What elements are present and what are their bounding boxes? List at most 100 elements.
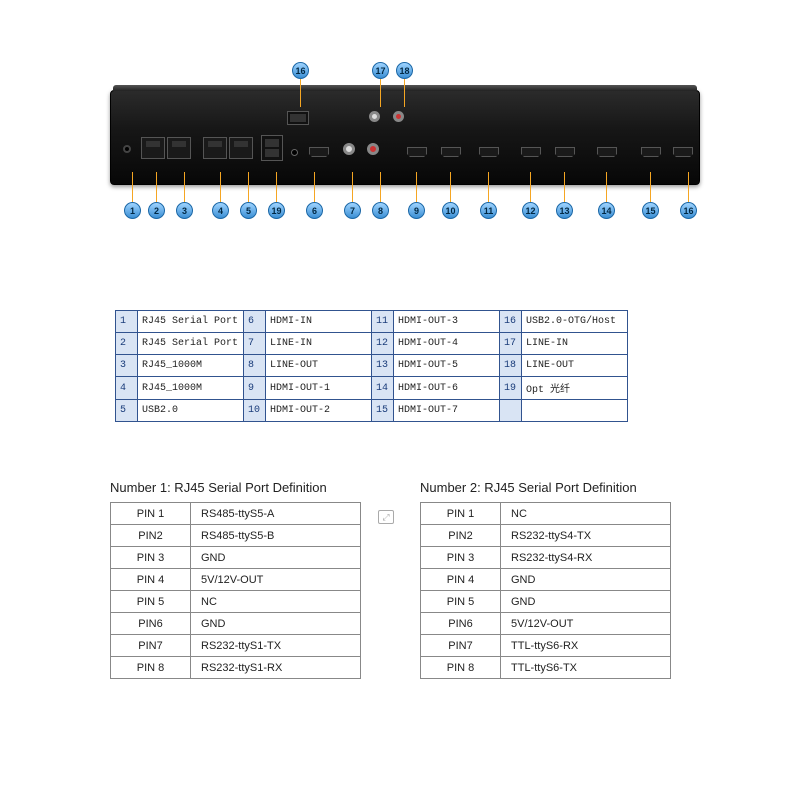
port-label-6: HDMI-IN	[266, 311, 372, 333]
port-num-7: 7	[244, 333, 266, 355]
port-label-7: LINE-IN	[266, 333, 372, 355]
pin-1-6-name: PIN6	[111, 613, 191, 635]
port-label-19: Opt 光纤	[522, 377, 628, 400]
callout-lead-8	[380, 172, 381, 202]
callout-lead-11	[488, 172, 489, 202]
pin-1-5-name: PIN 5	[111, 591, 191, 613]
callout-16: 16	[680, 202, 697, 219]
callout-19: 19	[268, 202, 285, 219]
port-rj45-4	[229, 137, 253, 159]
port-label-2: RJ45 Serial Port	[138, 333, 244, 355]
port-num-18: 18	[500, 355, 522, 377]
port-num-13: 13	[372, 355, 394, 377]
port-hdmi-8	[673, 147, 693, 157]
port-num-5: 5	[116, 400, 138, 422]
callout-8: 8	[372, 202, 389, 219]
port-hdmi-3	[479, 147, 499, 157]
pin-table-2: PIN 1NCPIN2RS232-ttyS4-TXPIN 3RS232-ttyS…	[420, 502, 671, 679]
port-label-3: RJ45_1000M	[138, 355, 244, 377]
pin-2-3-def: RS232-ttyS4-RX	[501, 547, 671, 569]
port-line-out-b	[367, 143, 379, 155]
port-line-in-t	[369, 111, 380, 122]
pin-1-4-def: 5V/12V-OUT	[191, 569, 361, 591]
port-label-15: HDMI-OUT-7	[394, 400, 500, 422]
callout-15: 15	[642, 202, 659, 219]
pin-1-1-name: PIN 1	[111, 503, 191, 525]
callout-1: 1	[124, 202, 141, 219]
callout-12: 12	[522, 202, 539, 219]
port-label-13: HDMI-OUT-5	[394, 355, 500, 377]
port-label-12: HDMI-OUT-4	[394, 333, 500, 355]
port-num-12: 12	[372, 333, 394, 355]
port-label-17: LINE-IN	[522, 333, 628, 355]
callout-lead-19	[276, 172, 277, 202]
pin-1-3-def: GND	[191, 547, 361, 569]
port-label-20	[522, 400, 628, 422]
pin-table-title-2: Number 2: RJ45 Serial Port Definition	[420, 480, 637, 495]
callout-10: 10	[442, 202, 459, 219]
port-num-17: 17	[500, 333, 522, 355]
pin-1-7-name: PIN7	[111, 635, 191, 657]
callout-7: 7	[344, 202, 361, 219]
callout-3: 3	[176, 202, 193, 219]
port-label-10: HDMI-OUT-2	[266, 400, 372, 422]
port-usb-top	[287, 111, 309, 125]
callout-lead-13	[564, 172, 565, 202]
port-label-14: HDMI-OUT-6	[394, 377, 500, 400]
port-hdmi-2	[441, 147, 461, 157]
callout-lead-9	[416, 172, 417, 202]
callout-6: 6	[306, 202, 323, 219]
callout-lead-18	[404, 79, 405, 107]
port-hdmi-1	[407, 147, 427, 157]
pin-2-8-def: TTL-ttyS6-TX	[501, 657, 671, 679]
pin-1-5-def: NC	[191, 591, 361, 613]
port-definition-table: 1RJ45 Serial Port6HDMI-IN11HDMI-OUT-316U…	[115, 310, 628, 422]
callout-17: 17	[372, 62, 389, 79]
pin-2-5-name: PIN 5	[421, 591, 501, 613]
callout-13: 13	[556, 202, 573, 219]
callout-lead-7	[352, 172, 353, 202]
pin-2-3-name: PIN 3	[421, 547, 501, 569]
callout-lead-10	[450, 172, 451, 202]
pin-1-8-def: RS232-ttyS1-RX	[191, 657, 361, 679]
port-num-2: 2	[116, 333, 138, 355]
pin-1-4-name: PIN 4	[111, 569, 191, 591]
callout-lead-16	[300, 79, 301, 107]
port-num-14: 14	[372, 377, 394, 400]
pin-2-1-name: PIN 1	[421, 503, 501, 525]
pin-2-7-name: PIN7	[421, 635, 501, 657]
callout-4: 4	[212, 202, 229, 219]
port-num-11: 11	[372, 311, 394, 333]
port-num-8: 8	[244, 355, 266, 377]
pin-table-1: PIN 1RS485-ttyS5-APIN2RS485-ttyS5-BPIN 3…	[110, 502, 361, 679]
port-dc	[123, 145, 131, 153]
port-num-6: 6	[244, 311, 266, 333]
pin-1-1-def: RS485-ttyS5-A	[191, 503, 361, 525]
callout-lead-3	[184, 172, 185, 202]
pin-2-1-def: NC	[501, 503, 671, 525]
callout-16: 16	[292, 62, 309, 79]
port-optical	[291, 149, 298, 156]
port-num-9: 9	[244, 377, 266, 400]
port-num-15: 15	[372, 400, 394, 422]
port-hdmi-6	[597, 147, 617, 157]
pin-2-7-def: TTL-ttyS6-RX	[501, 635, 671, 657]
port-num-20	[500, 400, 522, 422]
port-label-16: USB2.0-OTG/Host	[522, 311, 628, 333]
callout-lead-17	[380, 79, 381, 107]
callout-9: 9	[408, 202, 425, 219]
callout-11: 11	[480, 202, 497, 219]
port-label-1: RJ45 Serial Port	[138, 311, 244, 333]
expand-icon: ⤢	[378, 510, 394, 524]
port-line-out-t	[393, 111, 404, 122]
port-label-9: HDMI-OUT-1	[266, 377, 372, 400]
pin-table-title-1: Number 1: RJ45 Serial Port Definition	[110, 480, 327, 495]
pin-2-6-def: 5V/12V-OUT	[501, 613, 671, 635]
pin-1-6-def: GND	[191, 613, 361, 635]
callout-lead-1	[132, 172, 133, 202]
callout-14: 14	[598, 202, 615, 219]
callout-5: 5	[240, 202, 257, 219]
pin-1-2-name: PIN2	[111, 525, 191, 547]
port-hdmi-in	[309, 147, 329, 157]
port-num-10: 10	[244, 400, 266, 422]
